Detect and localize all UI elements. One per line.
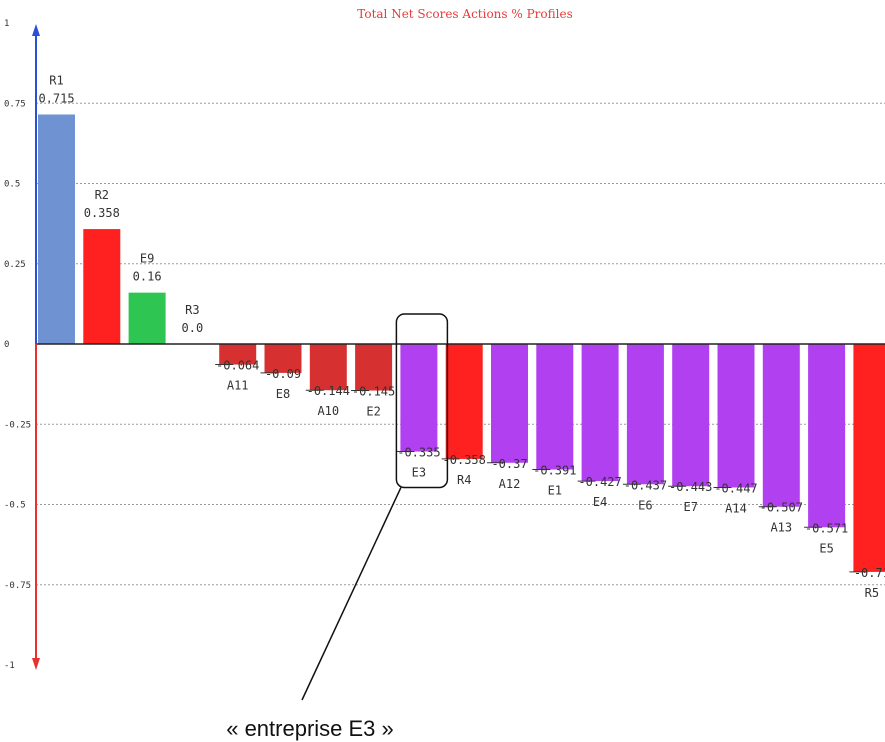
bar (83, 229, 121, 344)
category-label: A10 (317, 404, 339, 418)
bar (672, 344, 710, 487)
y-axis: 1 0.75 0.5 0.25 0 -0.25 -0.5 -0.75 -1 (4, 19, 885, 671)
category-label: E7 (683, 500, 697, 514)
value-label: -0.09 (265, 367, 301, 381)
annotation-layer: « entreprise E3 » (226, 313, 449, 741)
bar (717, 344, 755, 488)
value-label: -0.144 (307, 384, 350, 398)
bar (626, 344, 664, 485)
category-label: R5 (865, 586, 879, 600)
y-tick-label: -1 (4, 661, 15, 671)
callout-line (301, 487, 402, 701)
value-label: -0.437 (624, 478, 667, 492)
y-tick-label: -0.25 (4, 420, 31, 430)
y-tick-label: 0 (4, 340, 9, 350)
bar-layer (38, 114, 885, 572)
bar (762, 344, 800, 507)
value-label: -0.145 (352, 385, 395, 399)
bar (400, 344, 438, 452)
category-label: R1 (49, 73, 63, 87)
bar (219, 344, 257, 365)
category-label: R3 (185, 303, 199, 317)
value-label: -0.358 (443, 453, 486, 467)
value-label: -0.71 (854, 566, 885, 580)
value-label: 0.0 (182, 321, 204, 335)
bar (853, 344, 885, 572)
category-label: A14 (725, 501, 747, 515)
value-label: -0.391 (533, 464, 576, 478)
y-axis-arrow-down-icon (32, 658, 40, 670)
value-label: -0.571 (805, 521, 848, 535)
category-label: E6 (638, 498, 652, 512)
category-label: R2 (95, 188, 109, 202)
category-label: A11 (227, 379, 249, 393)
y-tick-label: 0.25 (4, 260, 26, 270)
bar (445, 344, 483, 459)
category-label: R4 (457, 473, 471, 487)
category-label: E5 (819, 541, 833, 555)
category-label: E4 (593, 495, 607, 509)
chart-title: Total Net Scores Actions % Profiles (357, 7, 572, 21)
y-tick-label: -0.75 (4, 581, 31, 591)
y-tick-label: 0.75 (4, 99, 26, 109)
y-tick-label: 0.5 (4, 180, 20, 190)
bar (264, 344, 302, 373)
bar (581, 344, 619, 482)
y-tick-label: -0.5 (4, 501, 26, 511)
category-label: A13 (770, 521, 792, 535)
category-label: E2 (366, 405, 380, 419)
bar (355, 344, 393, 391)
y-tick-label: 1 (4, 19, 9, 29)
label-layer: R1 0.715 R2 0.358 E9 0.16 R3 0.0 -0.064 A11 -0.09 E… (38, 73, 885, 599)
bar (808, 344, 846, 528)
value-label: -0.447 (714, 481, 757, 495)
highlight-box (395, 313, 449, 489)
category-label: E1 (548, 484, 562, 498)
category-label: E9 (140, 252, 154, 266)
value-label: -0.37 (491, 457, 527, 471)
category-label: A12 (499, 477, 521, 491)
y-axis-arrow-up-icon (32, 24, 40, 36)
category-label: E3 (412, 466, 426, 480)
category-label: E8 (276, 387, 290, 401)
annotation-text: « entreprise E3 » (226, 716, 394, 741)
bar (536, 344, 574, 470)
bar (38, 114, 75, 344)
value-label: -0.335 (397, 446, 440, 460)
bar (491, 344, 528, 463)
value-label: 0.715 (38, 91, 74, 105)
value-label: -0.064 (216, 359, 259, 373)
value-label: -0.427 (578, 475, 621, 489)
value-label: -0.507 (760, 501, 803, 515)
bar (128, 292, 166, 344)
value-label: 0.16 (133, 270, 162, 284)
bar (309, 344, 347, 391)
value-label: 0.358 (84, 206, 120, 220)
value-label: -0.443 (669, 480, 712, 494)
